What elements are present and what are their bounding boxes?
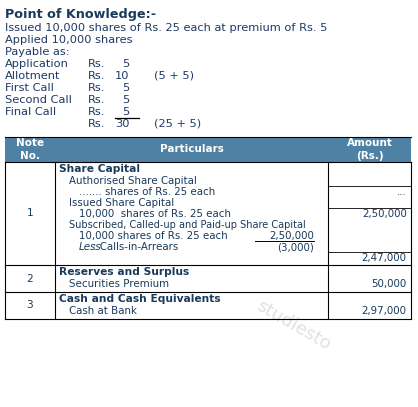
- Text: Rs.: Rs.: [87, 95, 105, 105]
- Text: Rs.: Rs.: [87, 83, 105, 93]
- Text: 5: 5: [122, 59, 129, 69]
- Text: 5: 5: [122, 95, 129, 105]
- Text: 3: 3: [26, 300, 33, 311]
- Text: 2,50,000: 2,50,000: [269, 231, 314, 241]
- Text: Rs.: Rs.: [87, 59, 105, 69]
- Text: Allotment: Allotment: [5, 71, 61, 81]
- Text: Rs.: Rs.: [87, 71, 105, 81]
- Text: Issued Share Capital: Issued Share Capital: [69, 198, 174, 208]
- Text: Final Call: Final Call: [5, 107, 56, 117]
- Text: Share Capital: Share Capital: [59, 164, 140, 174]
- Text: 50,000: 50,000: [372, 279, 407, 289]
- Text: Securities Premium: Securities Premium: [69, 279, 169, 289]
- Text: Particulars: Particulars: [160, 144, 223, 155]
- Text: 5: 5: [122, 107, 129, 117]
- Text: Subscribed, Called-up and Paid-up Share Capital: Subscribed, Called-up and Paid-up Share …: [69, 220, 306, 230]
- Text: (5 + 5): (5 + 5): [154, 71, 194, 81]
- Text: Amount
(Rs.): Amount (Rs.): [347, 138, 393, 161]
- Text: Less: Less: [79, 242, 101, 252]
- Text: 2,97,000: 2,97,000: [362, 306, 407, 316]
- Text: 2,50,000: 2,50,000: [362, 209, 407, 219]
- Text: Issued 10,000 shares of Rs. 25 each at premium of Rs. 5: Issued 10,000 shares of Rs. 25 each at p…: [5, 23, 327, 33]
- Text: Note
No.: Note No.: [16, 138, 44, 161]
- Text: 10: 10: [115, 71, 129, 81]
- Text: Rs.: Rs.: [87, 119, 105, 129]
- Text: 2,47,000: 2,47,000: [362, 253, 407, 263]
- Text: Application: Application: [5, 59, 69, 69]
- Text: 30: 30: [115, 119, 129, 129]
- Text: Cash at Bank: Cash at Bank: [69, 306, 137, 316]
- Text: First Call: First Call: [5, 83, 54, 93]
- Text: Payable as:: Payable as:: [5, 47, 70, 57]
- Text: 5: 5: [122, 83, 129, 93]
- Text: ....... shares of Rs. 25 each: ....... shares of Rs. 25 each: [79, 187, 215, 197]
- Text: Point of Knowledge:-: Point of Knowledge:-: [5, 8, 156, 21]
- Text: Rs.: Rs.: [87, 107, 105, 117]
- Text: ...: ...: [397, 187, 407, 197]
- Text: Applied 10,000 shares: Applied 10,000 shares: [5, 35, 133, 45]
- Text: Reserves and Surplus: Reserves and Surplus: [59, 267, 189, 277]
- Text: studiesto: studiesto: [253, 297, 334, 354]
- Text: 2: 2: [26, 274, 33, 284]
- Text: (25 + 5): (25 + 5): [154, 119, 201, 129]
- Bar: [5, 137, 411, 162]
- Text: Cash and Cash Equivalents: Cash and Cash Equivalents: [59, 294, 220, 304]
- Text: 10,000  shares of Rs. 25 each: 10,000 shares of Rs. 25 each: [79, 209, 231, 219]
- Text: 10,000 shares of Rs. 25 each: 10,000 shares of Rs. 25 each: [79, 231, 227, 241]
- Text: Authorised Share Capital: Authorised Share Capital: [69, 176, 196, 186]
- Text: Second Call: Second Call: [5, 95, 72, 105]
- Text: : Calls-in-Arrears: : Calls-in-Arrears: [94, 242, 179, 252]
- Text: (3,000): (3,000): [278, 242, 314, 252]
- Text: 1: 1: [26, 208, 33, 219]
